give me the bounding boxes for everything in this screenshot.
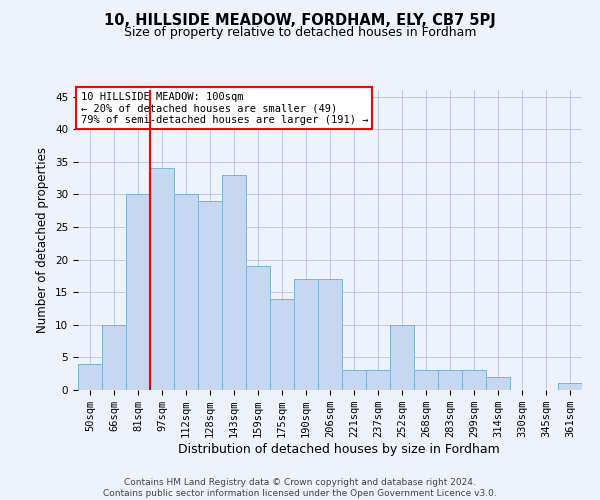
Bar: [414, 370, 438, 390]
Bar: [198, 201, 222, 390]
Bar: [486, 377, 510, 390]
Bar: [462, 370, 486, 390]
Bar: [270, 298, 294, 390]
Bar: [78, 364, 102, 390]
Bar: [294, 279, 318, 390]
Bar: [150, 168, 174, 390]
Y-axis label: Number of detached properties: Number of detached properties: [37, 147, 49, 333]
Bar: [246, 266, 270, 390]
Bar: [558, 384, 582, 390]
Text: 10 HILLSIDE MEADOW: 100sqm
← 20% of detached houses are smaller (49)
79% of semi: 10 HILLSIDE MEADOW: 100sqm ← 20% of deta…: [80, 92, 368, 124]
Text: Size of property relative to detached houses in Fordham: Size of property relative to detached ho…: [124, 26, 476, 39]
Bar: [222, 175, 246, 390]
Bar: [318, 279, 342, 390]
Bar: [342, 370, 366, 390]
Text: Contains HM Land Registry data © Crown copyright and database right 2024.
Contai: Contains HM Land Registry data © Crown c…: [103, 478, 497, 498]
Bar: [174, 194, 198, 390]
Bar: [390, 325, 414, 390]
Bar: [126, 194, 150, 390]
Bar: [102, 325, 126, 390]
Text: Distribution of detached houses by size in Fordham: Distribution of detached houses by size …: [178, 442, 500, 456]
Bar: [438, 370, 462, 390]
Bar: [366, 370, 390, 390]
Text: 10, HILLSIDE MEADOW, FORDHAM, ELY, CB7 5PJ: 10, HILLSIDE MEADOW, FORDHAM, ELY, CB7 5…: [104, 12, 496, 28]
